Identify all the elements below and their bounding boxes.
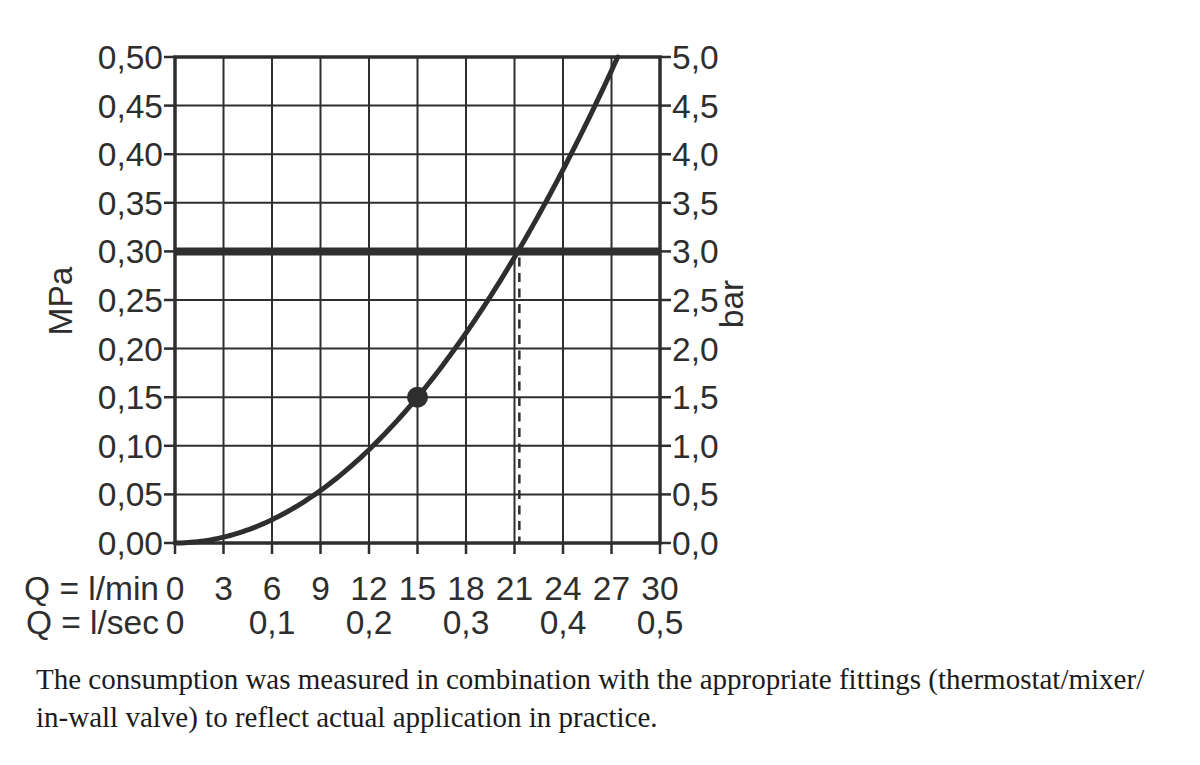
x-lsec-tick-label: 0,3 xyxy=(443,604,490,641)
y-left-tick-label: 0,45 xyxy=(98,88,163,125)
x-lsec-tick-label: 0 xyxy=(166,604,185,641)
x-lsec-tick-label: 0,2 xyxy=(346,604,393,641)
flow-diagram-page: 0,000,050,100,150,200,250,300,350,400,45… xyxy=(0,0,1200,765)
y-right-axis-title: bar xyxy=(713,280,750,328)
flow-pressure-chart: 0,000,050,100,150,200,250,300,350,400,45… xyxy=(0,0,800,650)
x-lsec-tick-label: 0,4 xyxy=(540,604,587,641)
x-lmin-tick-label: 6 xyxy=(263,570,282,607)
x-lmin-tick-label: 30 xyxy=(641,570,678,607)
caption: The consumption was measured in combinat… xyxy=(36,661,1144,736)
x-lmin-tick-label: 27 xyxy=(593,570,630,607)
y-left-tick-label: 0,05 xyxy=(98,476,163,513)
x-lmin-tick-label: 15 xyxy=(399,570,436,607)
y-left-tick-label: 0,40 xyxy=(98,136,163,173)
y-left-tick-label: 0,20 xyxy=(98,331,163,368)
x-lmin-tick-label: 18 xyxy=(447,570,484,607)
x-lmin-tick-label: 9 xyxy=(311,570,330,607)
y-right-tick-label: 0,0 xyxy=(672,525,719,562)
y-left-tick-label: 0,30 xyxy=(98,233,163,270)
y-right-tick-label: 3,5 xyxy=(672,185,719,222)
x-lmin-tick-label: 24 xyxy=(544,570,581,607)
grid-lines xyxy=(175,57,660,543)
y-left-tick-label: 0,25 xyxy=(98,282,163,319)
y-left-tick-label: 0,15 xyxy=(98,379,163,416)
y-left-tick-label: 0,35 xyxy=(98,185,163,222)
caption-line-1: The consumption was measured in combinat… xyxy=(36,661,1144,699)
x-lmin-tick-label: 12 xyxy=(350,570,387,607)
y-right-tick-label: 2,0 xyxy=(672,331,719,368)
y-right-tick-label: 3,0 xyxy=(672,233,719,270)
y-right-tick-label: 4,0 xyxy=(672,136,719,173)
y-right-tick-label: 2,5 xyxy=(672,282,719,319)
y-right-tick-label: 1,0 xyxy=(672,428,719,465)
y-right-tick-label: 1,5 xyxy=(672,379,719,416)
x-lmin-tick-label: 0 xyxy=(166,570,185,607)
operating-point-marker xyxy=(407,387,428,408)
y-right-tick-label: 5,0 xyxy=(672,39,719,76)
x-lsec-tick-label: 0,1 xyxy=(249,604,296,641)
y-right-tick-label: 4,5 xyxy=(672,88,719,125)
caption-line-2: in-wall valve) to reflect actual applica… xyxy=(36,699,1144,737)
x-lmin-axis-title: Q = l/min xyxy=(24,570,159,607)
x-lmin-tick-label: 21 xyxy=(496,570,533,607)
y-left-axis-title: MPa xyxy=(42,266,79,335)
y-left-tick-label: 0,10 xyxy=(98,428,163,465)
y-right-tick-label: 0,5 xyxy=(672,476,719,513)
x-lsec-tick-label: 0,5 xyxy=(637,604,684,641)
axis-labels: 0,000,050,100,150,200,250,300,350,400,45… xyxy=(24,39,750,641)
y-left-tick-label: 0,50 xyxy=(98,39,163,76)
x-lsec-axis-title: Q = l/sec xyxy=(26,604,159,641)
y-left-tick-label: 0,00 xyxy=(98,525,163,562)
x-lmin-tick-label: 3 xyxy=(214,570,233,607)
